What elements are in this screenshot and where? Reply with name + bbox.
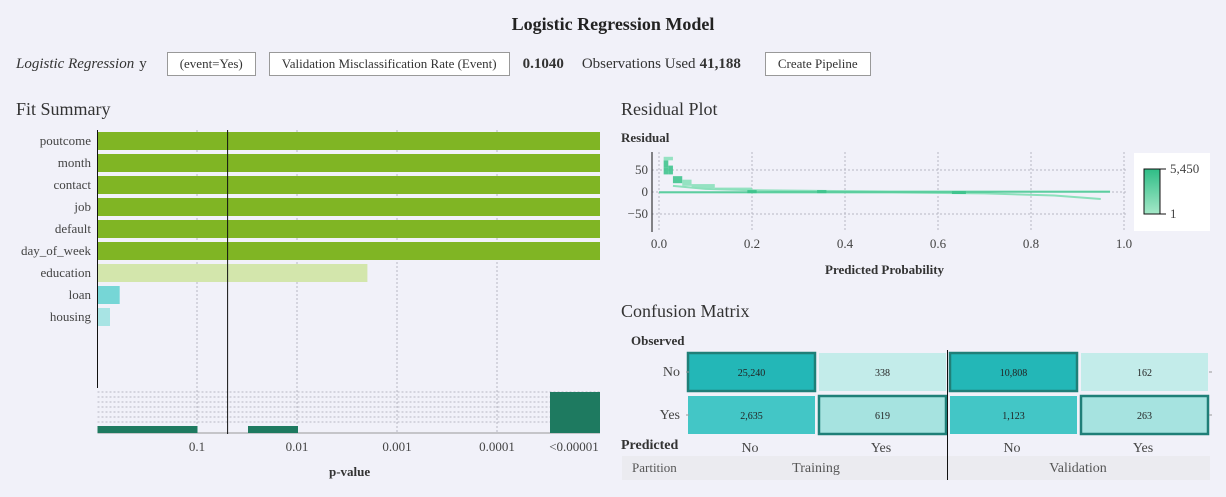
fit-x-axis-label: p-value [329, 464, 371, 479]
fit-bar-loan[interactable] [97, 286, 120, 304]
cm-cell-value: 25,240 [738, 368, 766, 379]
fit-bar-housing[interactable] [97, 308, 110, 326]
residual-lower-band [659, 191, 1101, 201]
residual-bin [663, 167, 669, 175]
cm-cell-training-no-yes[interactable] [819, 353, 946, 391]
fit-category-label: day_of_week [21, 243, 92, 258]
cm-cell-validation-no-yes[interactable] [1081, 353, 1208, 391]
observations-value: 41,188 [699, 55, 741, 72]
partition-label: Partition [632, 460, 677, 475]
cm-cell-value: 338 [875, 368, 890, 379]
legend-max-label: 5,450 [1170, 161, 1199, 176]
fit-bar-month[interactable] [97, 154, 601, 172]
fit-summary-title: Fit Summary [16, 99, 111, 119]
residual-y-tick: 50 [635, 162, 648, 177]
fit-category-label: default [55, 221, 91, 236]
residual-bin [691, 184, 715, 189]
fit-category-label: month [58, 155, 92, 170]
partition-band [622, 456, 1210, 480]
residual-x-tick: 0.8 [1023, 236, 1039, 251]
residual-bin [672, 176, 683, 184]
cm-cell-value: 1,123 [1002, 411, 1025, 422]
residual-bin [817, 190, 827, 194]
cm-cell-training-yes-no[interactable] [688, 396, 815, 434]
residual-x-tick: 0.0 [651, 236, 667, 251]
cm-cell-validation-yes-no[interactable] [950, 396, 1077, 434]
residual-bin [663, 160, 669, 168]
residual-bin [951, 191, 966, 194]
partition-validation: Validation [1049, 461, 1107, 476]
fit-bar-default[interactable] [97, 220, 601, 238]
metric-button[interactable]: Validation Misclassification Rate (Event… [268, 52, 510, 76]
col-label-validation-no: No [1003, 441, 1020, 456]
fit-hist-bin [248, 426, 298, 433]
cm-cell-value: 619 [875, 411, 890, 422]
residual-bin [682, 179, 692, 186]
fit-tick-label: 0.01 [286, 439, 309, 454]
fit-hist-bin [97, 426, 198, 433]
cm-cell-training-yes-yes[interactable] [817, 394, 948, 436]
residual-bin [747, 190, 757, 194]
cm-cell-value: 263 [1137, 411, 1152, 422]
metric-value: 0.1040 [522, 55, 564, 72]
model-label: Logistic Regression [16, 55, 135, 72]
fit-category-label: poutcome [40, 133, 91, 148]
partition-training: Training [792, 461, 840, 476]
fit-tick-label: 0.0001 [479, 439, 515, 454]
cm-cell-value: 2,635 [740, 411, 763, 422]
cm-cell-validation-yes-yes[interactable] [1079, 394, 1210, 436]
residual-plot-title: Residual Plot [621, 99, 718, 119]
residual-x-tick: 0.4 [837, 236, 854, 251]
fit-bar-education[interactable] [97, 264, 368, 282]
legend-min-label: 1 [1170, 206, 1177, 221]
event-button[interactable]: (event=Yes) [166, 52, 256, 76]
col-label-training-no: No [741, 441, 758, 456]
confusion-matrix-chart[interactable]: 25,240 338 2,635 619 10,808 162 1,123 263 Predi… [612, 348, 1220, 482]
toolbar: Logistic Regression y (event=Yes) Valida… [16, 52, 884, 76]
residual-y-tick: 0 [642, 184, 649, 199]
fit-category-label: loan [69, 287, 92, 302]
residual-plot-chart[interactable]: 0.0 0.2 0.4 0.6 0.8 1.0 50 0 −50 [612, 146, 1132, 256]
predicted-label: Predicted [621, 438, 678, 453]
fit-category-label: housing [50, 309, 92, 324]
fit-summary-chart[interactable]: poutcome month contact job default day_of_wee… [0, 126, 610, 486]
legend-color-ramp [1143, 168, 1161, 215]
row-label-no: No [663, 365, 680, 380]
cm-cell-value: 10,808 [1000, 368, 1028, 379]
confusion-matrix-title: Confusion Matrix [621, 301, 750, 321]
residual-x-tick: 0.2 [744, 236, 760, 251]
residual-y-label: Residual [621, 130, 670, 145]
fit-category-label: job [73, 199, 91, 214]
fit-bar-job[interactable] [97, 198, 601, 216]
residual-y-tick: −50 [628, 206, 648, 221]
cm-cell-training-no-no[interactable] [686, 351, 817, 393]
col-label-validation-yes: Yes [1133, 441, 1153, 456]
create-pipeline-button[interactable]: Create Pipeline [764, 52, 871, 76]
row-label-yes: Yes [660, 408, 680, 423]
residual-x-axis-label: Predicted Probability [825, 262, 945, 277]
fit-category-label: education [40, 265, 91, 280]
residual-x-tick: 1.0 [1116, 236, 1132, 251]
cm-cell-validation-no-no[interactable] [948, 351, 1079, 393]
residual-bin [714, 187, 752, 190]
residual-bin [663, 156, 673, 161]
fit-bar-poutcome[interactable] [97, 132, 601, 150]
cm-cell-value: 162 [1137, 368, 1152, 379]
fit-tick-label: 0.001 [382, 439, 411, 454]
observed-label: Observed [631, 333, 685, 348]
target-label: y [139, 55, 147, 72]
col-label-training-yes: Yes [871, 441, 891, 456]
page-title: Logistic Regression Model [511, 14, 715, 34]
fit-hist-bin [550, 392, 600, 433]
fit-tick-label: <0.00001 [549, 439, 599, 454]
fit-tick-label: 0.1 [189, 439, 205, 454]
fit-category-label: contact [53, 177, 91, 192]
fit-bar-day_of_week[interactable] [97, 242, 601, 260]
observations-label: Observations Used [581, 55, 696, 72]
fit-bar-contact[interactable] [97, 176, 601, 194]
residual-bin [668, 165, 673, 175]
residual-x-tick: 0.6 [930, 236, 947, 251]
residual-legend: 5,450 1 [1134, 153, 1210, 231]
